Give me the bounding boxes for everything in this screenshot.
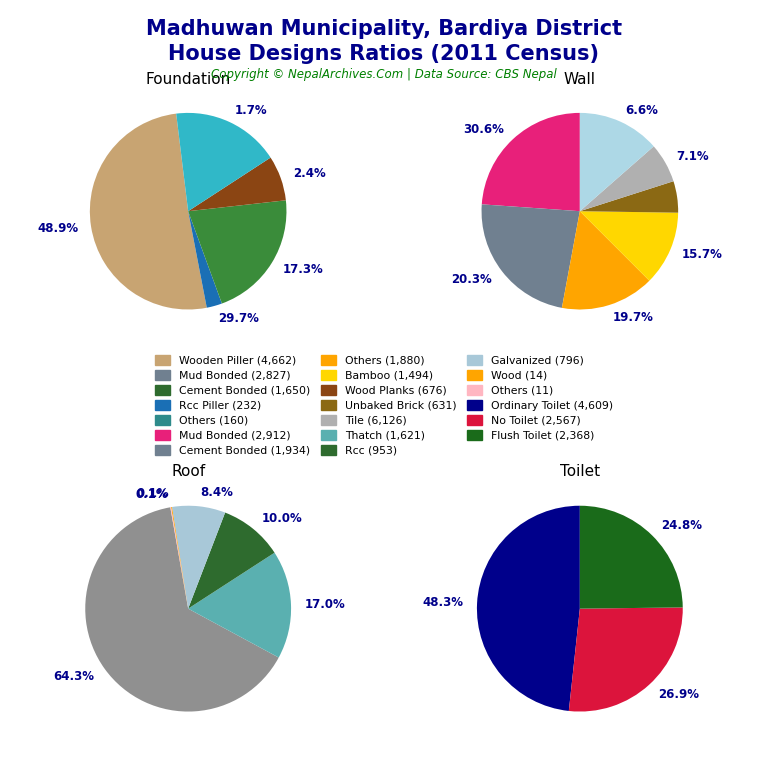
Text: 17.3%: 17.3% — [283, 263, 323, 276]
Wedge shape — [580, 211, 678, 280]
Text: Copyright © NepalArchives.Com | Data Source: CBS Nepal: Copyright © NepalArchives.Com | Data Sou… — [211, 68, 557, 81]
Wedge shape — [188, 211, 222, 308]
Wedge shape — [580, 147, 674, 211]
Text: 0.1%: 0.1% — [136, 488, 168, 501]
Text: 7.1%: 7.1% — [677, 150, 709, 163]
Text: 48.9%: 48.9% — [38, 222, 78, 235]
Text: 1.7%: 1.7% — [235, 104, 268, 117]
Title: Toilet: Toilet — [560, 464, 600, 478]
Wedge shape — [170, 507, 188, 608]
Text: 19.7%: 19.7% — [613, 311, 654, 324]
Wedge shape — [482, 113, 580, 211]
Text: 30.6%: 30.6% — [463, 124, 504, 137]
Text: 17.0%: 17.0% — [304, 598, 345, 611]
Wedge shape — [580, 181, 678, 213]
Wedge shape — [172, 506, 225, 608]
Wedge shape — [188, 157, 286, 211]
Text: 6.6%: 6.6% — [626, 104, 658, 117]
Text: 15.7%: 15.7% — [682, 248, 723, 261]
Title: Foundation: Foundation — [145, 72, 231, 87]
Text: 48.3%: 48.3% — [422, 596, 464, 609]
Wedge shape — [188, 553, 291, 657]
Text: Madhuwan Municipality, Bardiya District: Madhuwan Municipality, Bardiya District — [146, 19, 622, 39]
Wedge shape — [580, 113, 654, 211]
Wedge shape — [85, 508, 279, 711]
Wedge shape — [171, 507, 188, 608]
Text: 26.9%: 26.9% — [658, 688, 699, 701]
Wedge shape — [188, 200, 286, 303]
Legend: Wooden Piller (4,662), Mud Bonded (2,827), Cement Bonded (1,650), Rcc Piller (23: Wooden Piller (4,662), Mud Bonded (2,827… — [153, 353, 615, 458]
Text: 0.1%: 0.1% — [137, 488, 169, 501]
Wedge shape — [562, 211, 650, 310]
Text: House Designs Ratios (2011 Census): House Designs Ratios (2011 Census) — [168, 44, 600, 64]
Wedge shape — [477, 506, 580, 711]
Text: 20.3%: 20.3% — [452, 273, 492, 286]
Text: 64.3%: 64.3% — [53, 670, 94, 684]
Text: 8.4%: 8.4% — [200, 486, 233, 499]
Text: 2.4%: 2.4% — [293, 167, 326, 180]
Title: Roof: Roof — [171, 464, 205, 478]
Title: Wall: Wall — [564, 72, 596, 87]
Wedge shape — [580, 506, 683, 608]
Wedge shape — [188, 512, 274, 608]
Wedge shape — [482, 204, 580, 308]
Wedge shape — [90, 114, 207, 310]
Text: 29.7%: 29.7% — [218, 312, 259, 325]
Text: 24.8%: 24.8% — [661, 519, 703, 532]
Wedge shape — [569, 607, 683, 711]
Text: 10.0%: 10.0% — [261, 511, 302, 525]
Wedge shape — [176, 113, 270, 211]
